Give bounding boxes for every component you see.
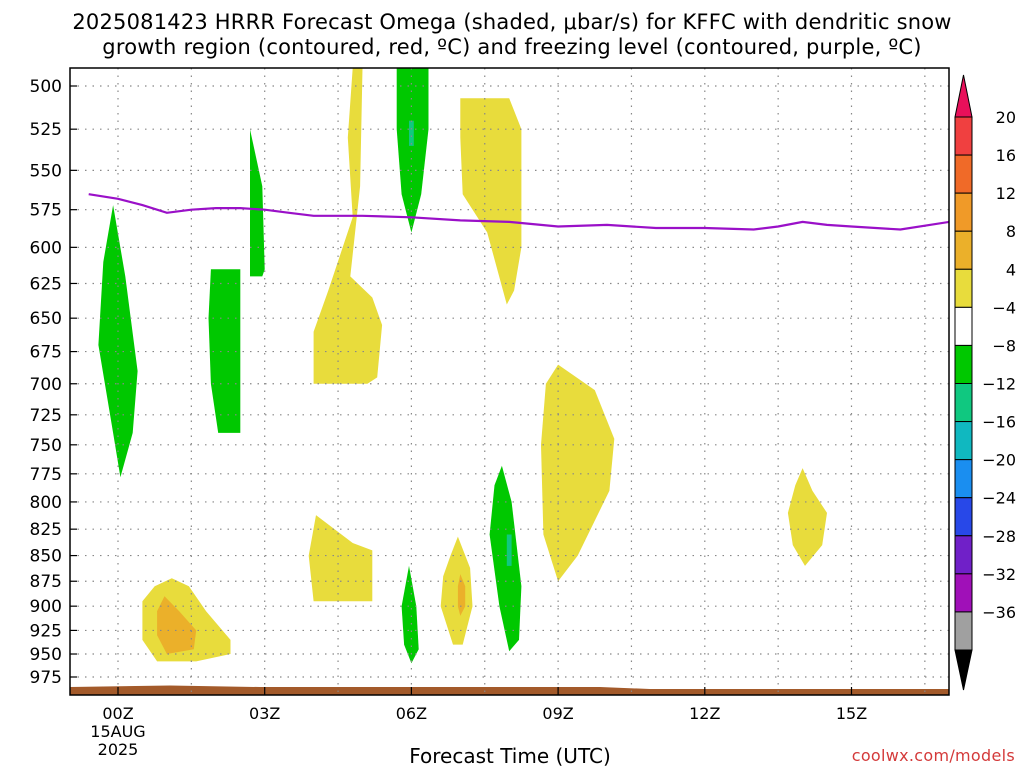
colorbar-label: −36 — [982, 603, 1016, 622]
colorbar-label: −4 — [992, 298, 1016, 317]
colorbar-segment-6 — [954, 344, 973, 384]
y-tick-label: 850 — [30, 547, 62, 567]
freezing-level-polyline — [88, 193, 949, 231]
y-tick-label: 550 — [30, 161, 62, 181]
omega-region-12 — [440, 536, 473, 645]
colorbar-label: −24 — [982, 489, 1016, 508]
omega-region-3 — [396, 68, 429, 233]
y-tick-label: 825 — [30, 520, 62, 540]
colorbar-label: −28 — [982, 527, 1016, 546]
x-axis-label: Forecast Time (UTC) — [409, 744, 611, 768]
y-tick-label: 750 — [30, 436, 62, 456]
colorbar-label: −32 — [982, 565, 1016, 584]
y-tick-label: 575 — [30, 201, 62, 221]
omega-region-4 — [409, 120, 414, 146]
chart-title-line1: 2025081423 HRRR Forecast Omega (shaded, … — [72, 10, 952, 34]
omega-region-10 — [541, 364, 615, 582]
x-tick-year: 2025 — [98, 740, 139, 759]
colorbar-segment-5 — [954, 306, 973, 346]
y-tick-label: 625 — [30, 274, 62, 294]
y-tick-label: 600 — [30, 238, 62, 258]
terrain-fill — [70, 685, 949, 695]
y-tick-label: 925 — [30, 621, 62, 641]
terrain-layer — [70, 685, 949, 695]
x-tick-label: 03Z — [249, 704, 280, 723]
y-tick-label: 525 — [30, 120, 62, 140]
omega-region-6 — [489, 465, 522, 652]
colorbar-segment-3 — [954, 230, 973, 270]
colorbar-segment-2 — [954, 192, 973, 232]
y-tick-label: 500 — [30, 77, 62, 97]
plot-frame — [69, 67, 950, 696]
omega-region-0 — [98, 205, 138, 478]
colorbar-label: −8 — [992, 336, 1016, 355]
x-tick-label: 12Z — [689, 704, 720, 723]
y-tick-label: 800 — [30, 493, 62, 513]
omega-region-7 — [506, 534, 512, 566]
x-tick-label: 15Z — [836, 704, 867, 723]
colorbar-label: 12 — [996, 184, 1016, 203]
omega-region-8 — [313, 68, 383, 384]
x-tick-label: 00Z — [102, 704, 133, 723]
colorbar-label: −20 — [982, 451, 1016, 470]
colorbar-segment-8 — [954, 421, 973, 461]
y-tick-label: 950 — [30, 645, 62, 665]
chart-title-line2: growth region (contoured, red, ºC) and f… — [102, 35, 922, 59]
x-tick-date: 15AUG — [90, 722, 145, 741]
y-tick-label: 675 — [30, 343, 62, 363]
omega-region-9 — [460, 98, 522, 305]
y-tick-label: 700 — [30, 375, 62, 395]
y-tick-label: 975 — [30, 668, 62, 688]
y-tick-label: 650 — [30, 309, 62, 329]
y-tick-label: 900 — [30, 597, 62, 617]
colorbar-segment-7 — [954, 383, 973, 423]
y-tick-label: 725 — [30, 406, 62, 426]
colorbar-label: −12 — [982, 375, 1016, 394]
omega-region-15 — [157, 596, 197, 654]
colorbar-label: −16 — [982, 413, 1016, 432]
credit-link[interactable]: coolwx.com/models — [851, 746, 1015, 765]
omega-shading — [98, 68, 827, 664]
colorbar-label: 4 — [1006, 260, 1016, 279]
colorbar-segment-0 — [954, 116, 973, 156]
colorbar-segment-10 — [954, 497, 973, 537]
y-tick-label: 775 — [30, 465, 62, 485]
freezing-level-line — [88, 193, 949, 231]
colorbar-segment-12 — [954, 573, 973, 613]
omega-region-16 — [787, 468, 827, 566]
colorbar-label: 20 — [996, 108, 1016, 127]
colorbar-segment-11 — [954, 535, 973, 575]
y-tick-label: 875 — [30, 572, 62, 592]
colorbar-bottom-arrow — [954, 649, 973, 691]
y-axis: 500 525 550 575 600 625 650 675 700 725 750 775 800 8… — [30, 77, 77, 688]
x-tick-label: 09Z — [542, 704, 573, 723]
colorbar-segment-4 — [954, 268, 973, 308]
colorbar-top-arrow — [954, 74, 973, 118]
colorbar-segment-9 — [954, 459, 973, 499]
colorbar: 20 16 12 8 4 −4 −8 −12 −16 −20 −24 −28 −32 −36 — [954, 74, 1016, 691]
omega-region-13 — [457, 574, 466, 616]
omega-region-5 — [401, 565, 419, 664]
omega-region-2 — [250, 129, 265, 277]
colorbar-label: 8 — [1006, 222, 1016, 241]
colorbar-segment-13 — [954, 611, 973, 651]
x-tick-label: 06Z — [396, 704, 427, 723]
omega-region-1 — [208, 269, 241, 433]
colorbar-label: 16 — [996, 146, 1016, 165]
omega-region-11 — [308, 515, 373, 602]
colorbar-segment-1 — [954, 154, 973, 194]
